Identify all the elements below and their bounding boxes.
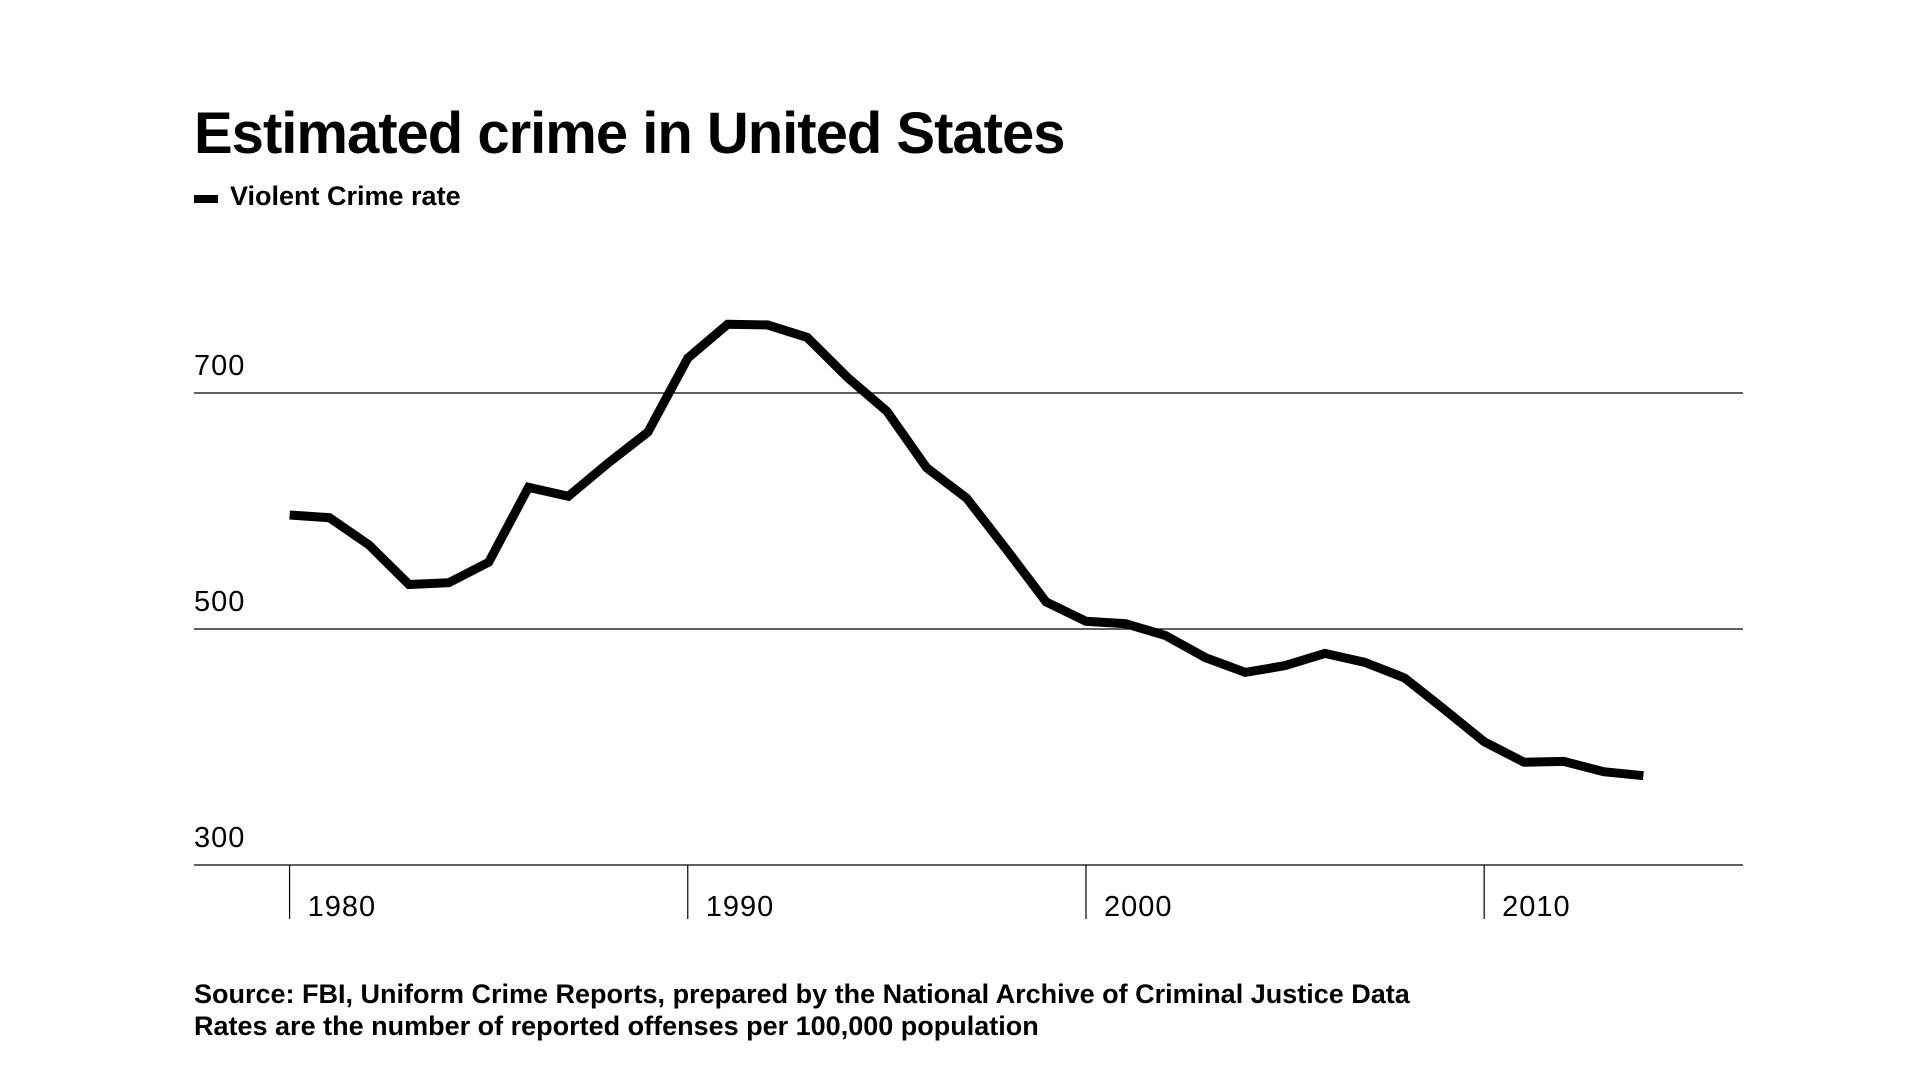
chart-title: Estimated crime in United States	[194, 101, 1064, 166]
legend-label: Violent Crime rate	[230, 181, 461, 211]
y-tick-label: 700	[194, 350, 245, 382]
x-tick-label: 2000	[1104, 891, 1173, 923]
x-tick-label: 2010	[1502, 891, 1571, 923]
footnote: Rates are the number of reported offense…	[194, 1011, 1039, 1041]
x-tick-label: 1990	[706, 891, 775, 923]
y-tick-label: 300	[194, 822, 245, 854]
source-note: Source: FBI, Uniform Crime Reports, prep…	[194, 979, 1411, 1009]
y-tick-label: 500	[194, 586, 245, 618]
x-tick-label: 1980	[308, 891, 377, 923]
data-line	[289, 319, 1644, 781]
legend-swatch	[194, 195, 218, 203]
